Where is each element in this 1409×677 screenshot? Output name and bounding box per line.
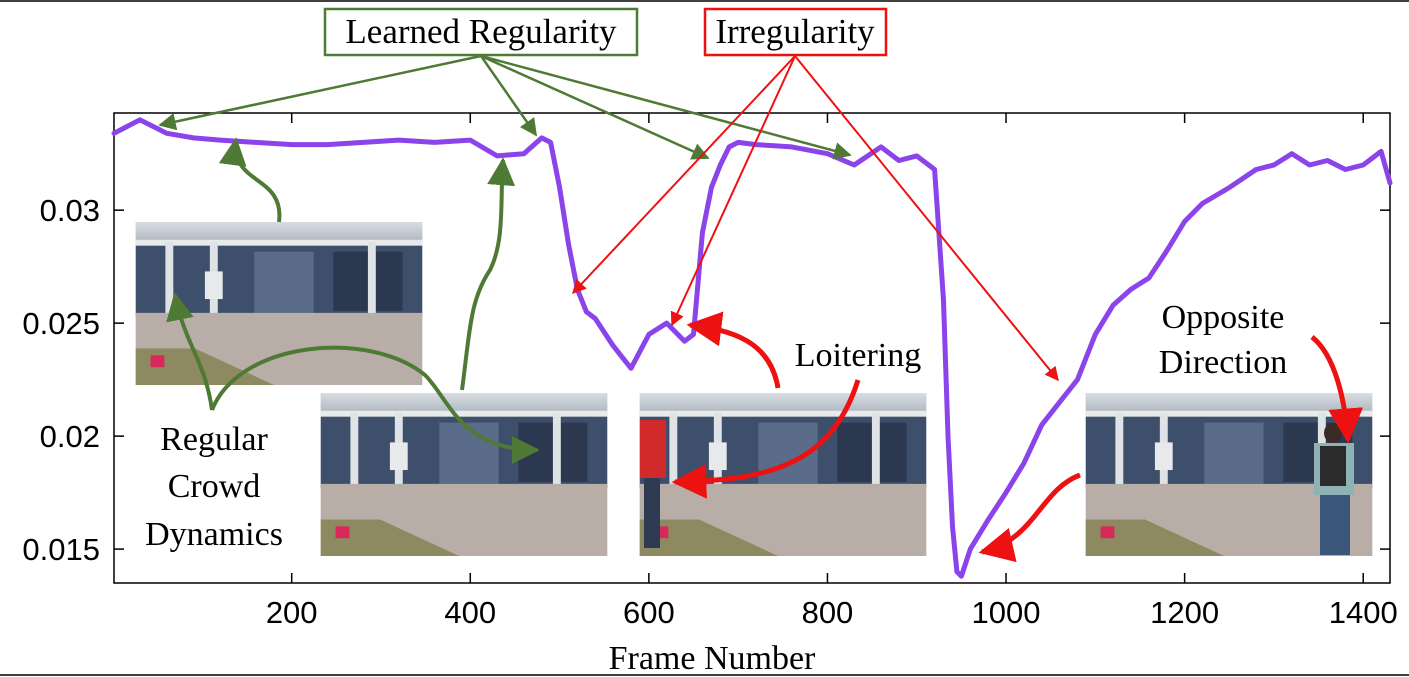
opposite-line-1: Opposite	[1162, 299, 1285, 336]
opposite-direction-label: Opposite Direction	[1159, 299, 1287, 381]
regular-crowd-line-1: Regular	[160, 421, 268, 458]
learned-regularity-label: Learned Regularity	[345, 12, 617, 51]
walker-backpack	[1320, 446, 1346, 486]
child-legs	[644, 478, 660, 548]
series-line	[111, 117, 1393, 579]
x-tick-label: 1000	[972, 595, 1041, 630]
y-tick-label: 0.015	[22, 532, 100, 567]
x-tick-label: 800	[802, 595, 854, 630]
child-figure	[640, 420, 666, 478]
irregularity-box	[703, 7, 888, 57]
scene-thumbnail-3	[639, 393, 927, 556]
x-tick-label: 1400	[1329, 595, 1398, 630]
x-tick-label: 400	[444, 595, 496, 630]
x-tick-label: 1200	[1150, 595, 1219, 630]
regular-crowd-line-3: Dynamics	[145, 516, 283, 553]
scene-thumbnail-4	[1085, 393, 1373, 556]
regular-crowd-line-2: Crowd	[168, 468, 261, 505]
x-tick-label: 200	[266, 595, 318, 630]
walker-head	[1324, 423, 1342, 443]
loitering-label: Loitering	[795, 337, 922, 374]
walker-legs	[1320, 495, 1350, 555]
scene-thumbnail-2	[320, 393, 608, 556]
y-tick-label: 0.025	[22, 306, 100, 341]
opposite-direction-arrows	[978, 335, 1364, 563]
regular-crowd-dynamics-label: Regular Crowd Dynamics	[145, 421, 283, 553]
learned-regularity-arrows	[158, 54, 852, 160]
irregularity-label: Irregularity	[715, 12, 875, 51]
y-tick-label: 0.03	[40, 193, 100, 228]
y-tick-label: 0.02	[40, 419, 100, 454]
y-axis: 0.015 0.02 0.025 0.03	[22, 193, 1390, 567]
x-tick-label: 600	[623, 595, 675, 630]
learned-regularity-box	[323, 7, 639, 57]
irregularity-arrows	[572, 55, 1059, 382]
x-axis: 200 400 600 800 1000 1200 1400	[266, 113, 1398, 630]
opposite-line-2: Direction	[1159, 344, 1287, 381]
loitering-arrows	[671, 311, 861, 499]
x-axis-label: Frame Number	[609, 640, 816, 677]
regular-crowd-arrows	[166, 137, 540, 464]
